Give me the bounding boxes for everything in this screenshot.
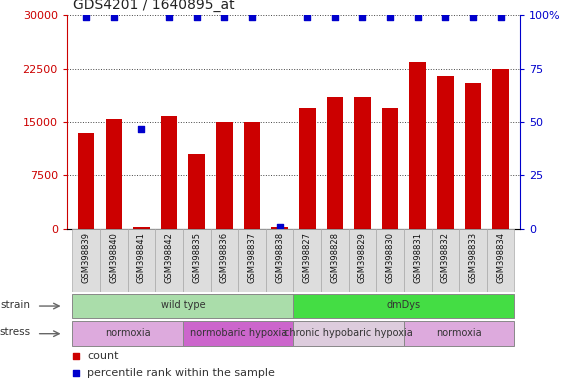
Text: GSM398827: GSM398827 <box>303 232 312 283</box>
Text: stress: stress <box>0 327 30 337</box>
Text: percentile rank within the sample: percentile rank within the sample <box>87 368 275 378</box>
Text: GSM398828: GSM398828 <box>331 232 339 283</box>
Point <box>192 15 202 21</box>
Text: GSM398835: GSM398835 <box>192 232 201 283</box>
Bar <box>410 61 426 229</box>
Bar <box>376 229 404 292</box>
Text: chronic hypobaric hypoxia: chronic hypobaric hypoxia <box>284 328 413 338</box>
Text: GSM398834: GSM398834 <box>496 232 505 283</box>
Bar <box>293 321 404 346</box>
Point <box>248 15 257 21</box>
Text: GSM398841: GSM398841 <box>137 232 146 283</box>
Bar <box>183 229 210 292</box>
Bar <box>349 229 376 292</box>
Bar <box>73 294 293 318</box>
Text: GSM398842: GSM398842 <box>164 232 174 283</box>
Text: normoxia: normoxia <box>105 328 150 338</box>
Bar <box>216 122 232 229</box>
Text: GSM398832: GSM398832 <box>441 232 450 283</box>
Bar <box>465 83 481 229</box>
Text: count: count <box>87 351 119 361</box>
Point <box>275 223 284 230</box>
Bar <box>161 116 177 229</box>
Text: GSM398833: GSM398833 <box>468 232 478 283</box>
Text: normoxia: normoxia <box>436 328 482 338</box>
Point <box>71 370 81 376</box>
Text: normobaric hypoxia: normobaric hypoxia <box>189 328 287 338</box>
Bar <box>432 229 459 292</box>
Point <box>109 15 119 21</box>
Text: dmDys: dmDys <box>387 301 421 311</box>
Point <box>220 15 229 21</box>
Point <box>413 15 422 21</box>
Point <box>137 126 146 132</box>
Bar <box>106 119 122 229</box>
Bar <box>133 227 150 229</box>
Bar <box>404 229 432 292</box>
Text: GSM398829: GSM398829 <box>358 232 367 283</box>
Text: GSM398830: GSM398830 <box>386 232 394 283</box>
Bar <box>321 229 349 292</box>
Bar <box>437 76 454 229</box>
Point <box>441 15 450 21</box>
Bar <box>354 97 371 229</box>
Text: GDS4201 / 1640895_at: GDS4201 / 1640895_at <box>73 0 234 12</box>
Text: GSM398831: GSM398831 <box>413 232 422 283</box>
Point <box>164 15 174 21</box>
Point <box>81 15 91 21</box>
Text: GSM398836: GSM398836 <box>220 232 229 283</box>
Bar <box>293 229 321 292</box>
Point <box>330 15 339 21</box>
Bar <box>73 229 100 292</box>
Bar <box>210 229 238 292</box>
Bar <box>327 97 343 229</box>
Point <box>385 15 394 21</box>
Bar <box>293 294 514 318</box>
Bar <box>238 229 266 292</box>
Bar <box>487 229 514 292</box>
Text: GSM398840: GSM398840 <box>109 232 119 283</box>
Bar <box>78 133 95 229</box>
Text: GSM398839: GSM398839 <box>82 232 91 283</box>
Point <box>303 15 312 21</box>
Text: GSM398838: GSM398838 <box>275 232 284 283</box>
Bar <box>100 229 128 292</box>
Text: wild type: wild type <box>160 301 205 311</box>
Text: GSM398837: GSM398837 <box>248 232 256 283</box>
Point <box>468 15 478 21</box>
Bar <box>459 229 487 292</box>
Bar <box>266 229 293 292</box>
Bar <box>299 108 315 229</box>
Bar <box>492 69 509 229</box>
Bar <box>382 108 399 229</box>
Bar <box>183 321 293 346</box>
Bar <box>155 229 183 292</box>
Text: strain: strain <box>0 300 30 310</box>
Point <box>71 353 81 359</box>
Point <box>496 15 505 21</box>
Bar <box>128 229 155 292</box>
Bar <box>188 154 205 229</box>
Bar <box>73 321 183 346</box>
Bar <box>271 227 288 229</box>
Bar <box>243 122 260 229</box>
Point <box>358 15 367 21</box>
Bar <box>404 321 514 346</box>
